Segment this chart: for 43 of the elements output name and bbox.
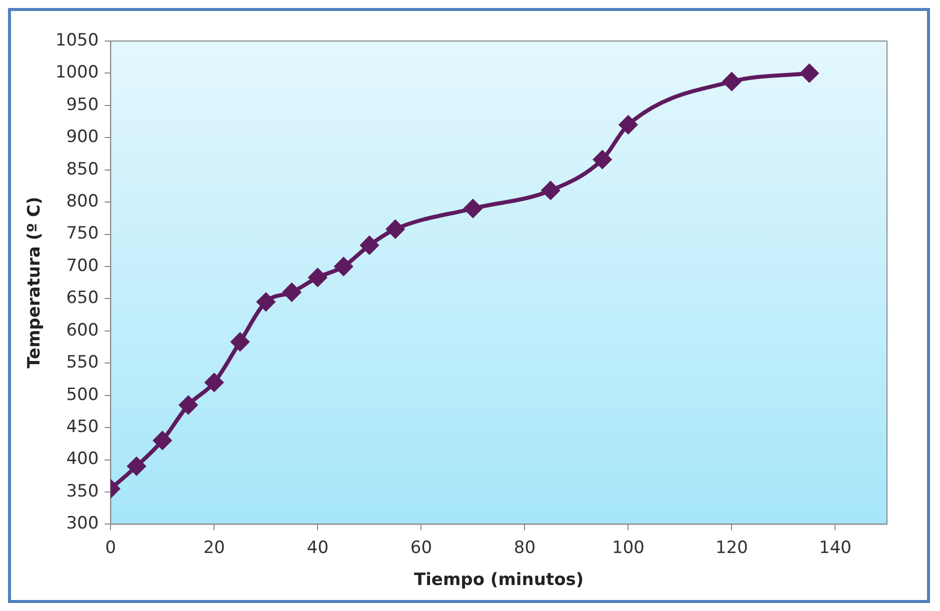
point (231, 332, 250, 351)
y-tick-label: 350 (66, 481, 99, 502)
point (205, 373, 224, 392)
y-tick-label: 650 (66, 288, 99, 308)
y-tick-label: 900 (66, 127, 99, 148)
x-tick-label: 40 (306, 538, 329, 558)
x-tick-label: 20 (203, 538, 225, 558)
y-axis-title: Temperatura (º C) (24, 196, 45, 368)
x-tick-label: 60 (410, 538, 432, 558)
y-tick-label: 600 (66, 320, 99, 340)
y-tick-label: 400 (66, 449, 99, 470)
y-tick-label: 850 (66, 159, 99, 180)
point (386, 220, 404, 238)
x-axis-title: Tiempo (minutos) (414, 570, 584, 590)
x-tick-label: 100 (612, 538, 644, 558)
point (153, 431, 172, 450)
point (360, 236, 378, 254)
point (800, 64, 818, 82)
y-tick-label: 550 (66, 352, 99, 373)
point (256, 292, 275, 311)
x-tick-label: 120 (716, 538, 748, 558)
point (464, 200, 482, 218)
x-tick-label: 80 (514, 538, 536, 558)
y-tick-label: 1000 (55, 62, 99, 83)
point (722, 72, 741, 91)
point (619, 116, 638, 134)
point (593, 150, 612, 169)
y-tick-label: 450 (66, 416, 99, 437)
point (179, 396, 198, 414)
y-tick-label: 700 (66, 256, 99, 276)
x-tick-label: 0 (105, 538, 116, 558)
y-tick-label: 800 (66, 191, 99, 212)
y-tick-label: 300 (66, 514, 99, 534)
point (334, 257, 353, 276)
point (282, 283, 301, 302)
point (128, 457, 146, 476)
x-tick-label: 140 (819, 538, 852, 558)
y-tick-label: 1050 (55, 30, 99, 50)
y-tick-label: 500 (66, 384, 99, 405)
y-tick-label: 950 (66, 94, 99, 115)
point (542, 181, 560, 200)
point (308, 268, 327, 286)
y-tick-label: 750 (66, 224, 99, 244)
